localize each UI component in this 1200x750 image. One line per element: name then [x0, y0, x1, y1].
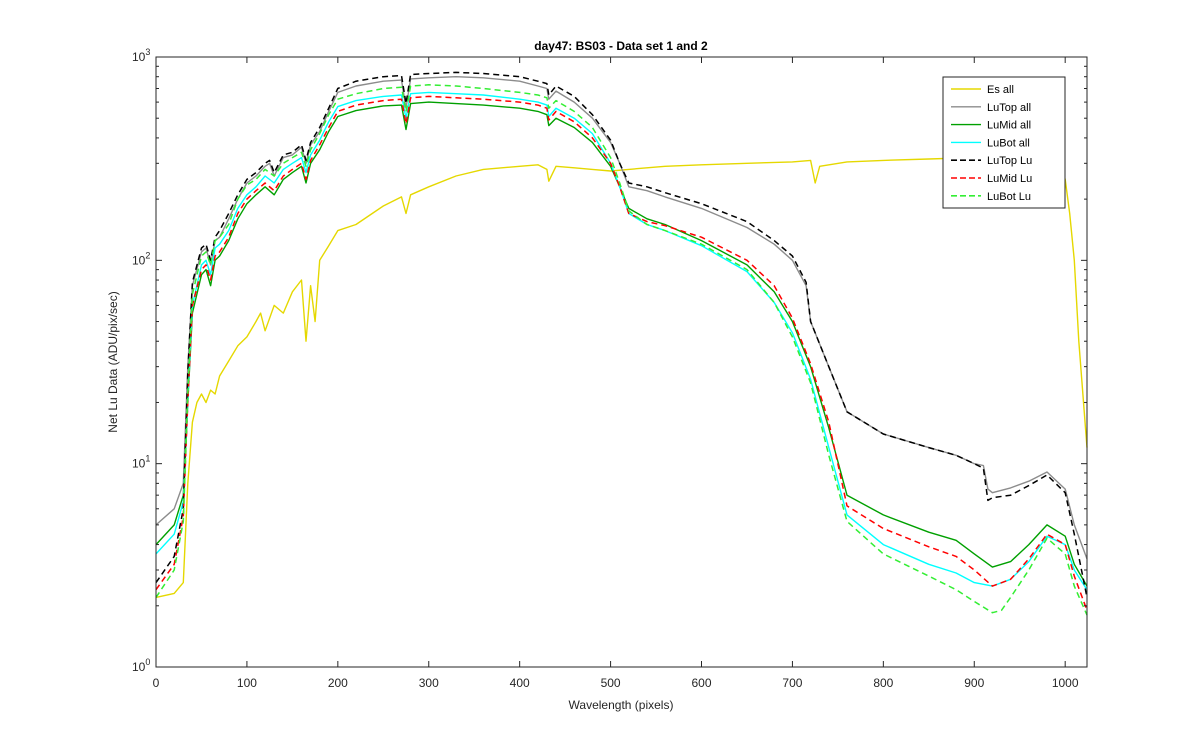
series-line-6 [155, 84, 1088, 616]
series-line-5 [155, 95, 1088, 611]
x-tick-label: 200 [328, 676, 348, 690]
x-tick-label: 1000 [1052, 676, 1079, 690]
legend: Es all LuTop all LuMid all LuBot all LuTop L… [942, 76, 1066, 209]
x-tick-label: 500 [601, 676, 621, 690]
series-line-4 [155, 71, 1088, 598]
legend-label: LuBot Lu [987, 191, 1031, 203]
y-tick-label: 103 [132, 47, 150, 64]
y-tick-label: 101 [132, 454, 150, 471]
series-line-0 [155, 146, 1088, 599]
x-tick-label: 800 [873, 676, 893, 690]
y-tick-label: 102 [132, 250, 150, 267]
legend-label: LuBot all [987, 137, 1030, 149]
y-axis: 100 101 102 103 [132, 47, 1087, 674]
axes-box [155, 56, 1088, 668]
x-tick-label: 400 [510, 676, 530, 690]
legend-label: LuTop Lu [987, 155, 1032, 167]
chart-title: day47: BS03 - Data set 1 and 2 [534, 39, 708, 53]
legend-label: LuMid all [987, 120, 1031, 132]
series-line-2 [155, 101, 1088, 587]
x-tick-label: 300 [419, 676, 439, 690]
series-layer [155, 71, 1088, 616]
legend-label: LuTop all [987, 102, 1031, 114]
legend-label: LuMid Lu [987, 173, 1032, 185]
x-tick-label: 600 [691, 676, 711, 690]
x-tick-label: 700 [782, 676, 802, 690]
x-tick-label: 900 [964, 676, 984, 690]
x-tick-label: 0 [153, 676, 160, 690]
legend-label: Es all [987, 84, 1014, 96]
x-axis: 0 100 200 300 400 500 600 700 800 900 1000 [153, 57, 1079, 690]
x-axis-label: Wavelength (pixels) [569, 698, 674, 712]
x-tick-label: 100 [237, 676, 257, 690]
y-tick-label: 100 [132, 657, 150, 674]
series-line-3 [155, 91, 1088, 591]
y-axis-label: Net Lu Data (ADU/pix/sec) [106, 291, 120, 432]
